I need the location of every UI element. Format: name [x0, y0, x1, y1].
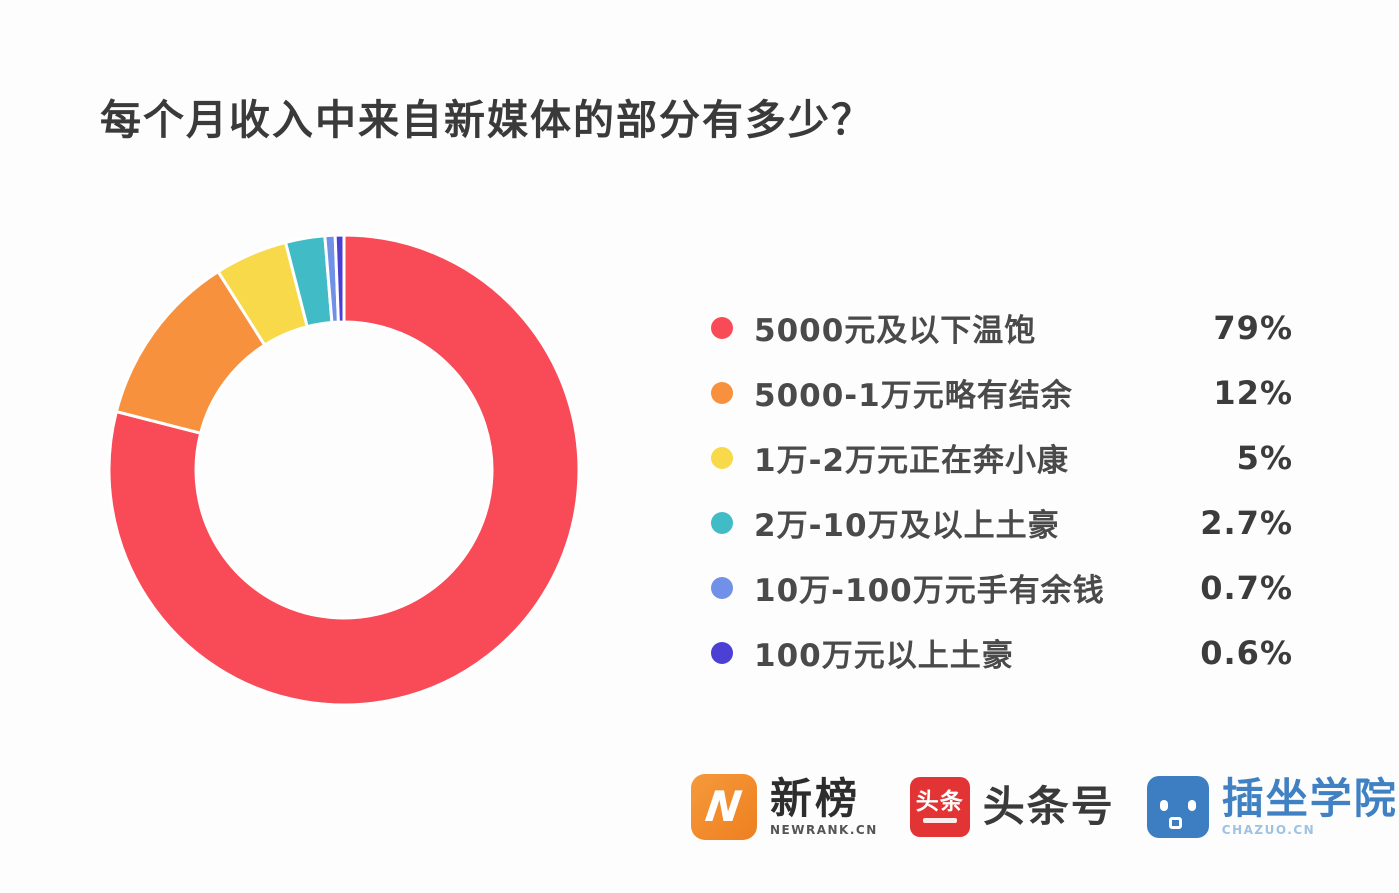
legend-item: 10万-100万元手有余钱 0.7% [711, 555, 1293, 620]
newrank-logo-text: 新榜 [770, 773, 861, 823]
newrank-logo-subtext: NEWRANK.CN [770, 823, 878, 838]
chazuo-mouth-icon [1168, 817, 1182, 829]
donut-chart [107, 233, 581, 707]
chazuo-logo: 插坐学院 CHAZUO.CN [1146, 773, 1398, 838]
legend-item: 2万-10万及以上土豪 2.7% [711, 490, 1293, 555]
legend-label: 1万-2万元正在奔小康 [754, 443, 1070, 479]
legend-item: 1万-2万元正在奔小康 5% [711, 425, 1293, 490]
legend-item: 5000元及以下温饱 79% [711, 295, 1293, 360]
legend-item: 5000-1万元略有结余 12% [711, 360, 1293, 425]
legend-swatch-3 [711, 511, 733, 534]
legend-value: 0.7% [1200, 568, 1293, 607]
legend-label: 10万-100万元手有余钱 [754, 573, 1105, 609]
page-title: 每个月收入中来自新媒体的部分有多少？ [100, 96, 874, 144]
legend-label: 100万元以上土豪 [754, 638, 1014, 674]
donut-segment-0 [107, 233, 581, 707]
chazuo-eye-icon [1187, 800, 1196, 811]
chazuo-eye-icon [1159, 800, 1168, 811]
chazuo-logo-subtext: CHAZUO.CN [1221, 823, 1316, 838]
legend-label: 2万-10万及以上土豪 [754, 508, 1060, 544]
legend-value: 79% [1213, 308, 1293, 347]
newrank-logo-icon: N [691, 774, 757, 840]
newrank-logo: N 新榜 NEWRANK.CN [691, 774, 878, 840]
legend-swatch-0 [711, 316, 733, 339]
legend-swatch-1 [711, 381, 733, 404]
legend-value: 12% [1213, 373, 1293, 412]
chart-legend: 5000元及以下温饱 79% 5000-1万元略有结余 12% 1万-2万元正在… [711, 295, 1293, 685]
legend-swatch-4 [711, 576, 733, 599]
legend-swatch-2 [711, 446, 733, 469]
legend-swatch-5 [711, 641, 733, 664]
toutiao-logo-icon: 头条 [909, 777, 970, 837]
legend-value: 5% [1236, 438, 1293, 477]
chazuo-logo-text: 插坐学院 [1221, 773, 1398, 823]
donut-segment-5 [333, 233, 346, 324]
legend-label: 5000元及以下温饱 [754, 313, 1037, 349]
toutiao-badge-bar [922, 818, 957, 823]
legend-value: 2.7% [1200, 503, 1293, 542]
legend-item: 100万元以上土豪 0.6% [711, 620, 1293, 685]
legend-label: 5000-1万元略有结余 [754, 378, 1073, 414]
donut-chart-svg [107, 233, 581, 707]
footer-logos: N 新榜 NEWRANK.CN 头条 头条号 插坐学院 [691, 774, 1398, 840]
toutiao-badge-text: 头条 [915, 789, 964, 815]
chazuo-logo-icon [1146, 776, 1209, 838]
newrank-n-glyph: N [703, 782, 746, 831]
legend-value: 0.6% [1200, 633, 1293, 672]
toutiao-logo: 头条 头条号 [909, 777, 1115, 837]
toutiao-logo-text: 头条号 [982, 782, 1115, 831]
